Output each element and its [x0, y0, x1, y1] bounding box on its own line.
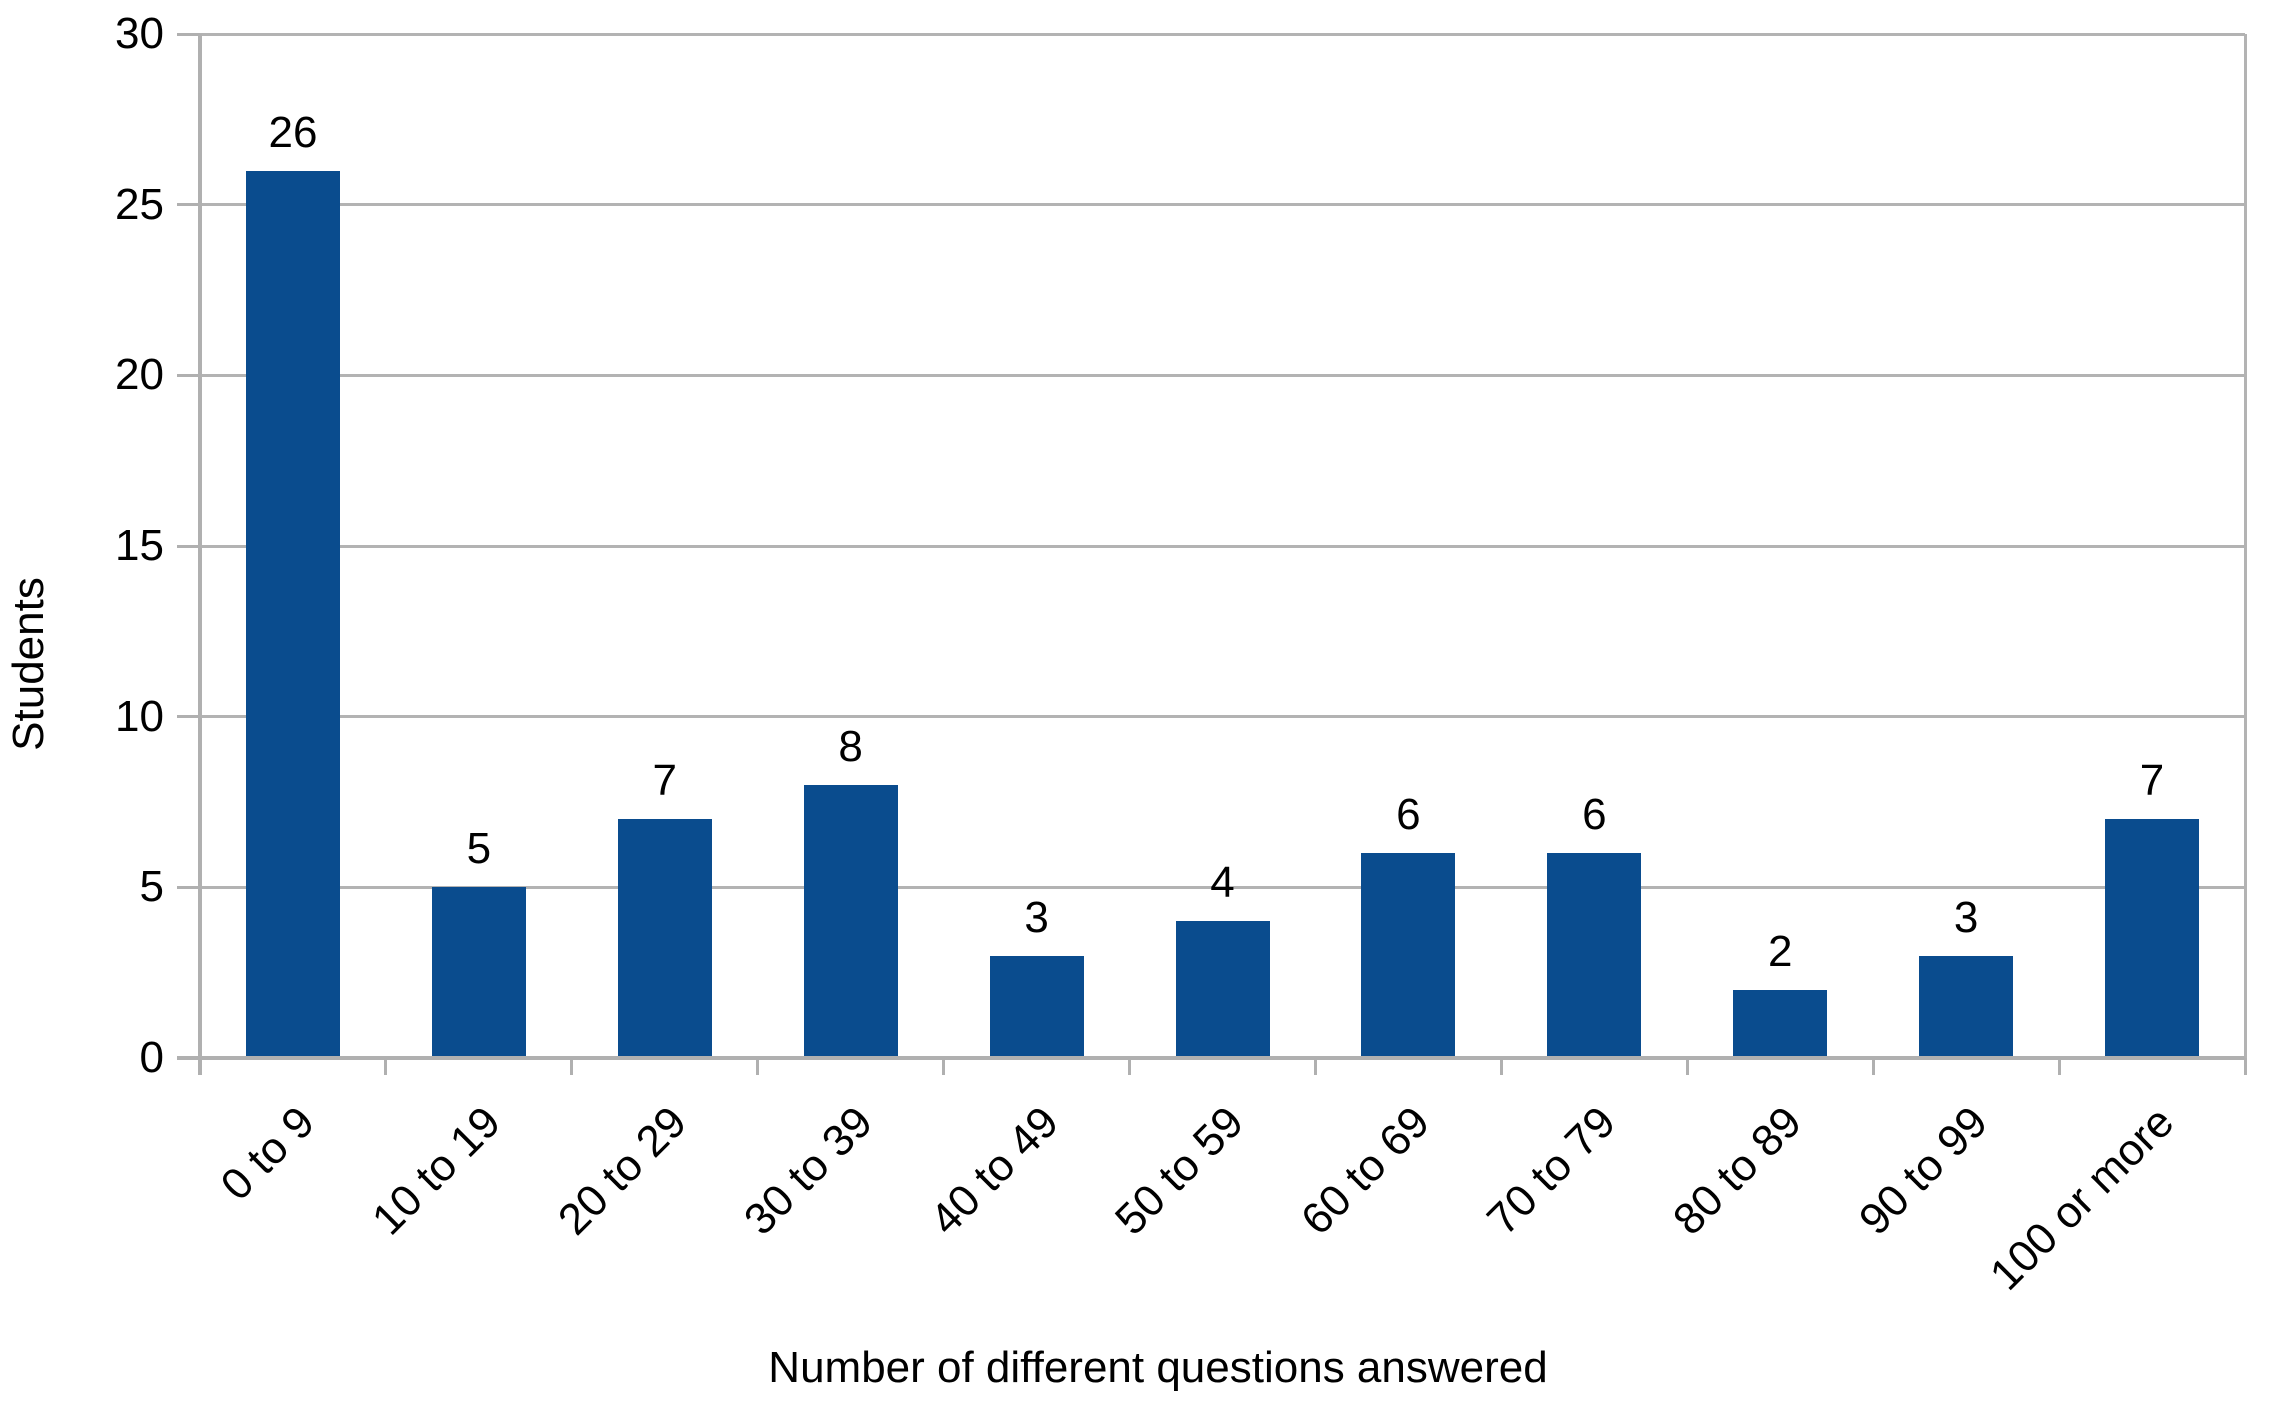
bar-50-to-59 — [1175, 921, 1270, 1058]
bar-value-label-0-to-9: 26 — [268, 107, 318, 157]
y-tick-label-10: 10 — [115, 691, 164, 741]
bar-value-label-70-to-79: 6 — [1582, 790, 1607, 840]
x-tick-6 — [1313, 1058, 1317, 1075]
y-tick-30 — [177, 32, 200, 36]
x-category-label-90-to-99: 90 to 99 — [1850, 1097, 1998, 1245]
bar-value-label-50-to-59: 4 — [1210, 858, 1235, 908]
gridline-5 — [200, 885, 2245, 889]
y-tick-label-15: 15 — [115, 521, 164, 570]
x-category-label-50-to-59: 50 to 59 — [1106, 1097, 1254, 1245]
gridline-15 — [200, 544, 2245, 548]
x-category-label-20-to-29: 20 to 29 — [548, 1097, 696, 1245]
x-tick-8 — [1685, 1058, 1689, 1075]
x-axis-title: Number of different questions answered — [768, 1343, 1548, 1392]
x-tick-11 — [2243, 1058, 2247, 1075]
bar-70-to-79 — [1547, 853, 1642, 1058]
x-category-label-70-to-79: 70 to 79 — [1478, 1097, 1626, 1245]
gridline-10 — [200, 715, 2245, 719]
bar-20-to-29 — [617, 819, 712, 1058]
bar-value-label-60-to-69: 6 — [1396, 790, 1421, 840]
y-tick-label-20: 20 — [115, 350, 164, 400]
x-category-label-80-to-89: 80 to 89 — [1664, 1097, 1812, 1245]
bar-0-to-9 — [245, 170, 340, 1058]
x-category-label-30-to-39: 30 to 39 — [734, 1097, 882, 1245]
x-category-label-60-to-69: 60 to 69 — [1292, 1097, 1440, 1245]
bar-value-label-10-to-19: 5 — [466, 824, 492, 874]
y-tick-10 — [177, 715, 200, 719]
bar-80-to-89 — [1733, 989, 1828, 1058]
x-tick-9 — [1871, 1058, 1875, 1075]
y-axis-line — [198, 34, 202, 1075]
bar-60-to-69 — [1361, 853, 1456, 1058]
bar-100-or-more — [2105, 819, 2200, 1058]
x-category-label-10-to-19: 10 to 19 — [362, 1097, 510, 1245]
bar-value-label-20-to-29: 7 — [652, 756, 677, 806]
bar-30-to-39 — [803, 784, 898, 1058]
gridline-30 — [200, 32, 2245, 36]
x-tick-3 — [756, 1058, 760, 1075]
bar-value-label-80-to-89: 2 — [1767, 926, 1793, 976]
bar-value-label-90-to-99: 3 — [1953, 892, 1979, 942]
y-axis-title: Students — [4, 577, 53, 751]
y-tick-5 — [177, 885, 200, 889]
bar-value-label-30-to-39: 8 — [838, 721, 863, 771]
y-tick-label-30: 30 — [115, 9, 164, 58]
bar-value-label-100-or-more: 7 — [2139, 756, 2165, 806]
gridline-20 — [200, 373, 2245, 377]
x-category-label-40-to-49: 40 to 49 — [920, 1097, 1068, 1245]
bar-90-to-99 — [1919, 955, 2014, 1058]
y-tick-label-25: 25 — [115, 179, 164, 229]
x-tick-7 — [1499, 1058, 1503, 1075]
x-tick-4 — [942, 1058, 946, 1075]
bar-40-to-49 — [989, 955, 1084, 1058]
y-tick-label-0: 0 — [139, 1033, 164, 1082]
x-category-label-100-or-more: 100 or more — [1980, 1097, 2184, 1300]
x-category-label-0-to-9: 0 to 9 — [211, 1097, 324, 1210]
bar-value-label-40-to-49: 3 — [1024, 892, 1049, 942]
plot-right-border — [2243, 34, 2247, 1058]
gridline-25 — [200, 203, 2245, 207]
y-tick-label-5: 5 — [139, 862, 164, 912]
x-tick-10 — [2057, 1058, 2061, 1075]
x-tick-0 — [198, 1058, 202, 1075]
x-tick-1 — [384, 1058, 388, 1075]
y-tick-0 — [177, 1056, 200, 1060]
x-tick-5 — [1128, 1058, 1132, 1075]
y-tick-25 — [177, 203, 200, 207]
y-tick-15 — [177, 544, 200, 548]
x-tick-2 — [570, 1058, 574, 1075]
y-tick-20 — [177, 373, 200, 377]
bar-10-to-19 — [431, 887, 526, 1058]
x-axis-line — [177, 1056, 2245, 1060]
